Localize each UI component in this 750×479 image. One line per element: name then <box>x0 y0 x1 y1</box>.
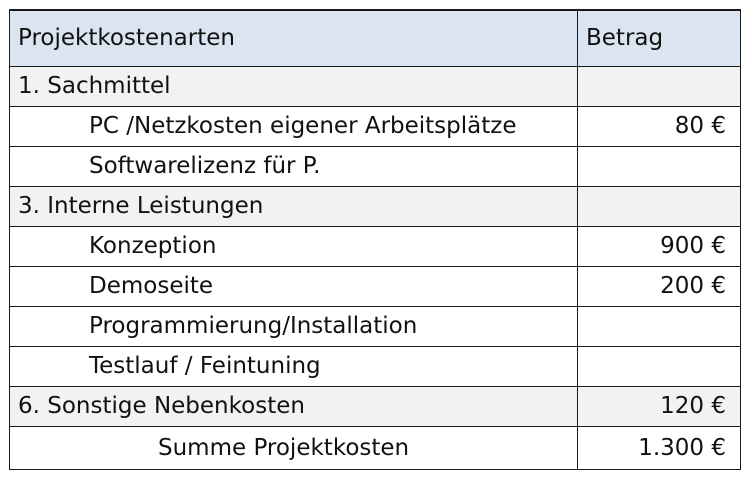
row-amount <box>577 146 741 187</box>
row-label: 3. Interne Leistungen <box>9 186 578 227</box>
table-row-item: Softwarelizenz für P. <box>9 146 741 187</box>
row-label: Softwarelizenz für P. <box>9 146 578 187</box>
table-row-section: 6. Sonstige Nebenkosten 120 € <box>9 386 741 427</box>
row-amount: 200 € <box>577 266 741 307</box>
table-row-item: Konzeption 900 € <box>9 226 741 267</box>
row-amount <box>577 66 741 107</box>
row-amount <box>577 306 741 347</box>
row-amount: 120 € <box>577 386 741 427</box>
row-amount: 900 € <box>577 226 741 267</box>
row-label: Programmierung/Installation <box>9 306 578 347</box>
row-amount <box>577 346 741 387</box>
table-row-item: PC /Netzkosten eigener Arbeitsplätze 80 … <box>9 106 741 147</box>
table-row-section: 1. Sachmittel <box>9 66 741 107</box>
total-amount: 1.300 € <box>577 426 741 470</box>
total-label: Summe Projektkosten <box>9 426 578 470</box>
header-amount: Betrag <box>577 9 741 67</box>
row-amount <box>577 186 741 227</box>
table-row-item: Testlauf / Feintuning <box>9 346 741 387</box>
project-cost-table: Projektkostenarten Betrag 1. Sachmittel … <box>9 9 741 470</box>
row-label: PC /Netzkosten eigener Arbeitsplätze <box>9 106 578 147</box>
row-label: 1. Sachmittel <box>9 66 578 107</box>
table-row-total: Summe Projektkosten 1.300 € <box>9 426 741 470</box>
row-label: Demoseite <box>9 266 578 307</box>
header-cost-type: Projektkostenarten <box>9 9 578 67</box>
row-label: 6. Sonstige Nebenkosten <box>9 386 578 427</box>
row-amount: 80 € <box>577 106 741 147</box>
table-row-section: 3. Interne Leistungen <box>9 186 741 227</box>
table-header-row: Projektkostenarten Betrag <box>9 9 741 67</box>
cost-table-container: Projektkostenarten Betrag 1. Sachmittel … <box>9 9 741 470</box>
table-row-item: Programmierung/Installation <box>9 306 741 347</box>
table-row-item: Demoseite 200 € <box>9 266 741 307</box>
row-label: Testlauf / Feintuning <box>9 346 578 387</box>
row-label: Konzeption <box>9 226 578 267</box>
